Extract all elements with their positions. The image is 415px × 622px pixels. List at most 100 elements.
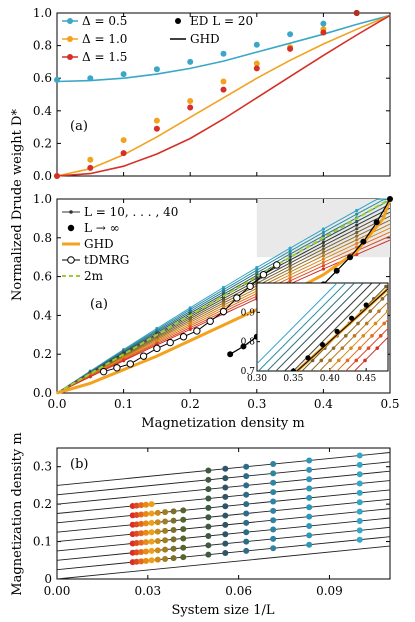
ytick-label: 0.6 (33, 270, 52, 284)
data-point (120, 137, 127, 144)
inset-Linf-point (334, 328, 340, 334)
data-point (306, 476, 313, 483)
top-plot-area: 0.0 0.2 0.4 0.6 0.8 1.0 (33, 6, 391, 183)
finite-L-point (321, 264, 325, 268)
data-point (138, 548, 145, 555)
tdmrg-point (99, 367, 108, 376)
ghd-curve (56, 14, 391, 177)
inset-curve (284, 283, 373, 371)
data-point (148, 519, 155, 526)
inset-point (407, 297, 411, 301)
inset-xtick-label: 0.35 (283, 374, 303, 384)
data-point (148, 547, 155, 554)
data-point (87, 164, 94, 171)
data-point (133, 511, 140, 518)
inset-curve (319, 301, 388, 371)
finite-L-point (288, 246, 292, 250)
finite-L-point (221, 285, 226, 290)
data-point (270, 470, 277, 477)
data-point (180, 507, 187, 514)
finite-L-point (288, 252, 292, 256)
middle-plot-area: 0.0 0.2 0.4 0.6 0.8 1.0 0.0 0.1 0.2 0.3 0.4 0.5 (33, 192, 400, 411)
finite-L-point (355, 208, 359, 213)
data-point (287, 45, 294, 52)
data-point (306, 485, 313, 492)
L-inf-point (373, 219, 380, 226)
data-point (143, 511, 150, 518)
data-point (356, 489, 363, 496)
inset-point (398, 297, 402, 301)
bottom-plot-area: 0.00 0.03 0.06 0.09 0 0.1 0.2 0.3 (33, 448, 391, 598)
inset-point (395, 309, 399, 313)
inset-xtick-label: 0.45 (356, 374, 376, 384)
data-point (222, 465, 229, 472)
two-m-line (56, 198, 391, 394)
ytick-label: 0.0 (33, 169, 52, 183)
data-point (170, 545, 177, 552)
legend-delta-15: Δ = 1.5 (82, 50, 127, 64)
finite-L-point (321, 227, 325, 231)
L-inf-point (333, 267, 340, 274)
data-point (222, 484, 229, 491)
inset-point (354, 358, 359, 363)
data-point (148, 529, 155, 536)
finite-L-point (221, 301, 226, 305)
finite-L-point (255, 271, 259, 275)
data-point (222, 540, 229, 547)
data-point (356, 471, 363, 478)
top-panel-label: (a) (70, 119, 88, 134)
legend-L-range: L = 10, . . . , 40 (84, 205, 178, 219)
inset-point (340, 346, 345, 350)
data-point (243, 547, 250, 554)
data-point (243, 519, 250, 526)
data-point (205, 532, 212, 539)
tdmrg-point (166, 338, 174, 347)
inset-Linf-point (290, 368, 296, 371)
data-point (270, 479, 277, 486)
inset-point (361, 334, 366, 338)
data-point (356, 508, 363, 515)
inset-xtick-label: 0.30 (247, 374, 267, 384)
inset-point (349, 346, 353, 350)
finite-L-point (355, 212, 359, 216)
data-point (205, 514, 212, 521)
legend-2m: 2m (84, 269, 104, 283)
inset-point (364, 321, 369, 326)
inset-point (356, 321, 360, 326)
data-point (306, 532, 313, 539)
data-point (243, 491, 250, 498)
inset-point (363, 358, 367, 363)
ytick-label: 0.0 (33, 386, 52, 400)
finite-L-point (321, 250, 325, 255)
data-point (356, 499, 363, 506)
bottom-panel: 0.00 0.03 0.06 0.09 0 0.1 0.2 0.3 (b) (33, 447, 391, 598)
finite-L-point (355, 238, 359, 242)
middle-panel-label: (a) (90, 297, 108, 312)
data-point (133, 502, 140, 509)
data-point (187, 58, 194, 65)
data-point (143, 501, 150, 508)
tdmrg-point (206, 317, 214, 325)
L-inf-point (227, 351, 234, 358)
data-point (253, 60, 260, 67)
inset-curve (336, 318, 388, 371)
inset-frame (256, 282, 389, 372)
data-point (306, 522, 313, 529)
data-point (154, 547, 161, 554)
data-point (180, 544, 187, 551)
bottom-xlabel: System size 1/L (171, 603, 274, 618)
data-point (320, 20, 327, 27)
finite-L-point (288, 258, 292, 262)
data-point (120, 150, 127, 157)
data-point (153, 117, 160, 124)
data-point (143, 548, 150, 555)
inset-ytick-label: 0.7 (241, 367, 256, 377)
data-point (270, 535, 277, 542)
legend-ed: ED L = 20 (190, 14, 253, 28)
L-inf-point (387, 196, 393, 202)
finite-L-point (321, 240, 325, 245)
data-point (170, 527, 177, 534)
finite-L-point (221, 290, 226, 294)
inset-point (393, 285, 397, 289)
inset-point (328, 358, 332, 363)
